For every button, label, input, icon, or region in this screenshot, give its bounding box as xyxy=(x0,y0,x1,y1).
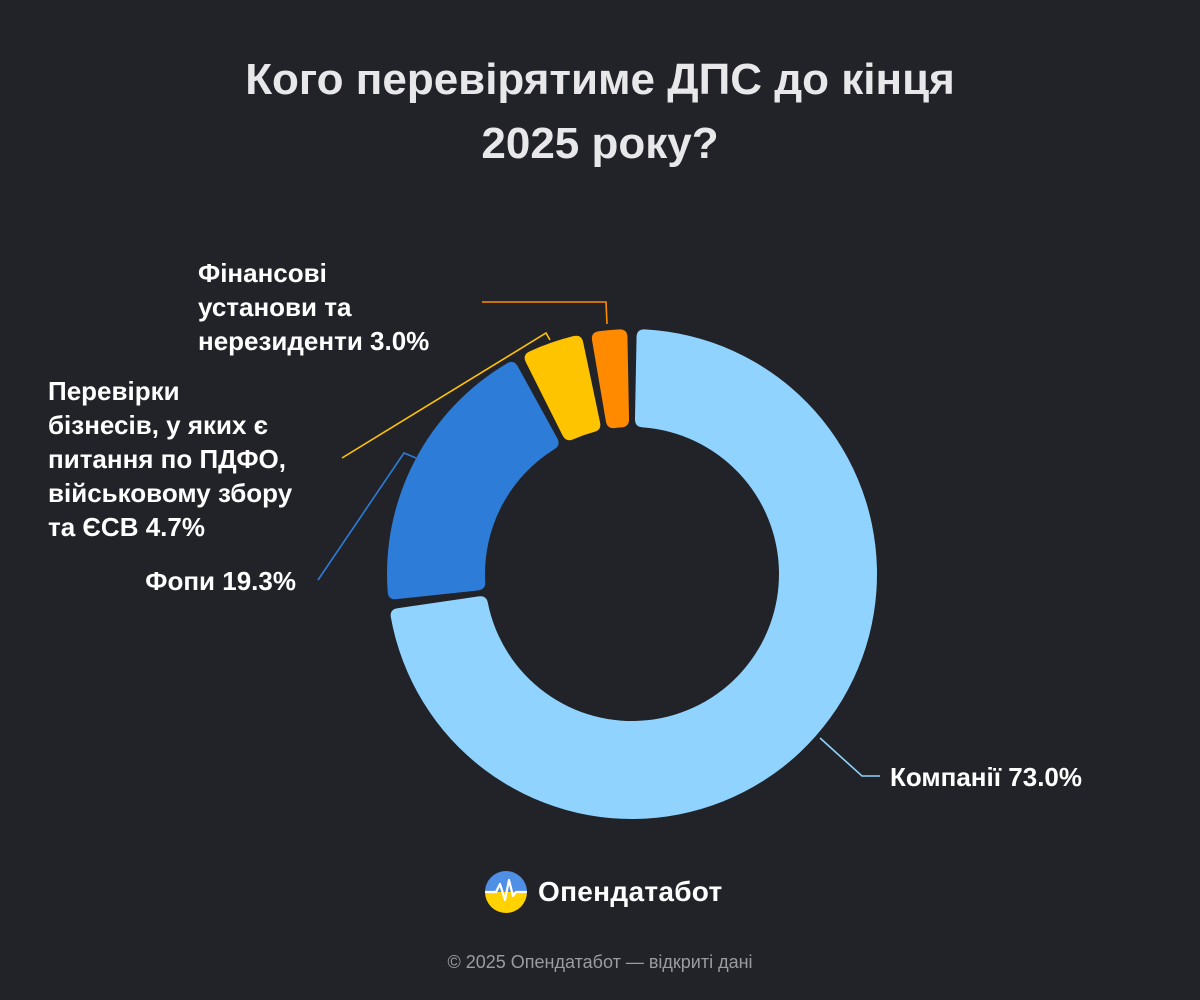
brand-name: Опендатабот xyxy=(538,876,723,907)
slice-2 xyxy=(387,361,559,600)
opendatabot-logo-icon xyxy=(484,871,528,913)
slice-label-2: Фопи 19.3% xyxy=(145,566,296,596)
leader-line-1 xyxy=(819,737,880,777)
leader-line-4 xyxy=(482,301,608,325)
title-line-1: Кого перевірятиме ДПС до кінця xyxy=(245,55,955,104)
slice-4 xyxy=(591,329,630,429)
slice-label-3-line-3: питання по ПДФО, xyxy=(48,444,286,474)
copyright-footer: © 2025 Опендатабот — відкриті дані xyxy=(447,952,753,972)
leader-lines xyxy=(317,301,880,777)
chart-title: Кого перевірятиме ДПС до кінця 2025 року… xyxy=(0,48,1200,176)
slice-label-1-line-1: Компанії 73.0% xyxy=(890,762,1082,792)
donut-slices xyxy=(387,329,878,820)
slice-label-4-line-2: установи та xyxy=(198,292,352,322)
slice-1 xyxy=(390,329,878,820)
brand-logo: Опендатабот xyxy=(484,870,723,914)
slice-label-3: Перевірки бізнесів, у яких є питання по ПД… xyxy=(48,376,293,542)
slice-3 xyxy=(524,335,601,441)
slice-label-3-line-1: Перевірки xyxy=(48,376,180,406)
slice-label-1: Компанії 73.0% xyxy=(890,762,1082,792)
slice-label-4-line-1: Фінансові xyxy=(198,258,327,288)
slice-label-4: Фінансові установи та нерезиденти 3.0% xyxy=(198,258,429,356)
slice-label-2-line-1: Фопи 19.3% xyxy=(145,566,296,596)
title-line-2: 2025 року? xyxy=(481,119,719,168)
slice-label-3-line-4: військовому збору xyxy=(48,478,293,508)
slice-label-3-line-5: та ЄСВ 4.7% xyxy=(48,512,205,542)
slice-label-3-line-2: бізнесів, у яких є xyxy=(48,410,268,440)
leader-line-2 xyxy=(317,452,417,581)
leader-line-3 xyxy=(341,331,551,459)
slice-labels: Компанії 73.0% Фопи 19.3% Перевірки бізнесі… xyxy=(48,258,1082,792)
slice-label-4-line-3: нерезиденти 3.0% xyxy=(198,326,429,356)
